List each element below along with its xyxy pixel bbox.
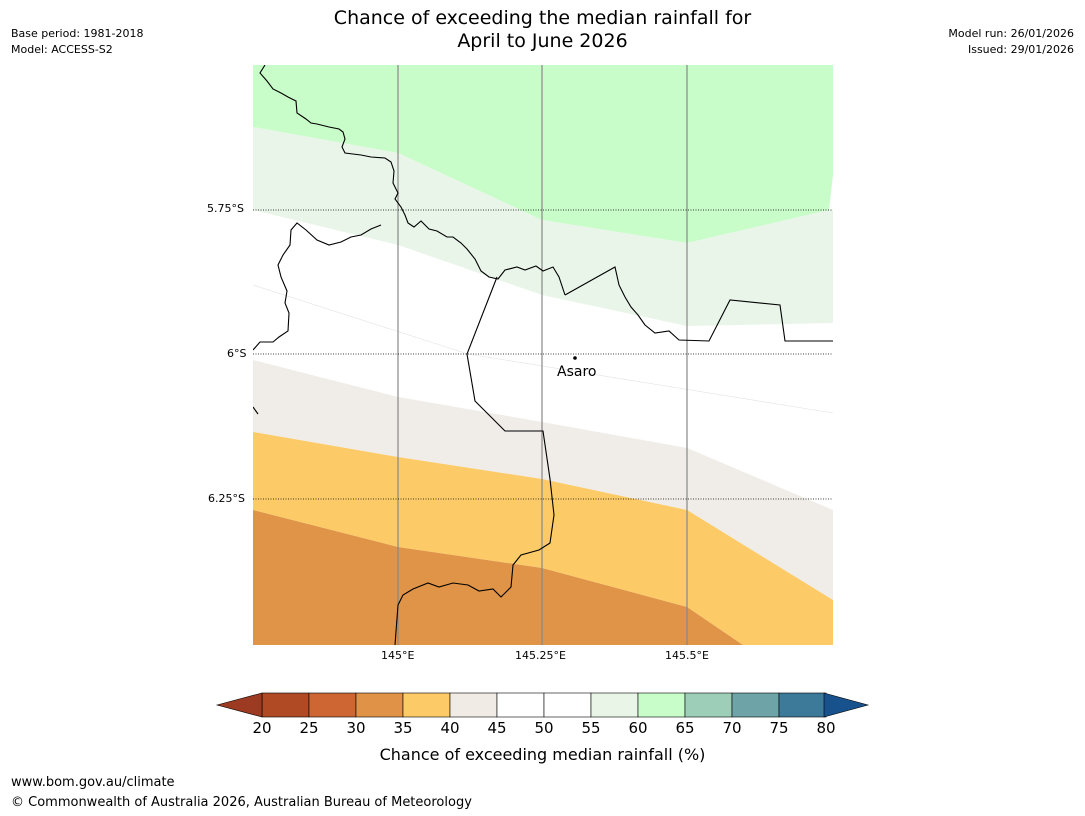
colorbar xyxy=(215,692,870,718)
colorbar-tick-35: 35 xyxy=(393,719,413,737)
colorbar-tick-40: 40 xyxy=(440,719,460,737)
colorbar-tick-70: 70 xyxy=(722,719,742,737)
colorbar-cell-30-35 xyxy=(355,692,404,718)
lat-label-6s: 6°S xyxy=(227,347,247,360)
chart-title: Chance of exceeding the median rainfall … xyxy=(0,7,1085,53)
boundary-upper-east xyxy=(564,266,833,342)
colorbar-tick-65: 65 xyxy=(675,719,695,737)
boundary-central xyxy=(394,276,555,645)
colorbar-cell-50-55 xyxy=(543,692,592,718)
colorbar-tick-75: 75 xyxy=(769,719,789,737)
title-line-1: Chance of exceeding the median rainfall … xyxy=(333,7,752,29)
latitude-gridlines xyxy=(253,209,833,500)
colorbar-right-triangle xyxy=(823,692,870,718)
lon-label-145-5e: 145.5°E xyxy=(665,649,709,662)
colorbar-cell-60-65 xyxy=(637,692,686,718)
boundary-north-west xyxy=(259,65,566,296)
boundary-west xyxy=(253,222,382,351)
colorbar-cell-25-30 xyxy=(308,692,357,718)
lon-label-145-25e: 145.25°E xyxy=(515,649,566,662)
place-label-asaro: Asaro xyxy=(557,364,597,380)
lat-label-6-25s: 6.25°S xyxy=(208,492,245,505)
meta-left: Base period: 1981-2018 Model: ACCESS-S2 xyxy=(11,26,143,58)
colorbar-cell-40-45 xyxy=(449,692,498,718)
colorbar-cell-45-50 xyxy=(496,692,545,718)
colorbar-cell-55-60 xyxy=(590,692,639,718)
footer-url: www.bom.gov.au/climate xyxy=(11,775,175,790)
colorbar-cell-35-40 xyxy=(402,692,451,718)
colorbar-cell-65-70 xyxy=(684,692,733,718)
colorbar-cells xyxy=(261,692,827,718)
colorbar-title: Chance of exceeding median rainfall (%) xyxy=(379,745,706,764)
band-30-35 xyxy=(253,510,743,645)
colorbar-cell-75-80 xyxy=(778,692,827,718)
colorbar-cell-70-75 xyxy=(731,692,780,718)
boundary-west-stub xyxy=(253,406,259,415)
issued-date: Issued: 29/01/2026 xyxy=(967,43,1074,56)
colorbar-left-triangle xyxy=(215,692,263,718)
footer-copyright: © Commonwealth of Australia 2026, Austra… xyxy=(11,795,472,810)
model-run: Model run: 26/01/2026 xyxy=(948,27,1074,40)
rainfall-map xyxy=(253,65,833,645)
lat-label-5-75s: 5.75°S xyxy=(207,202,244,215)
colorbar-tick-20: 20 xyxy=(252,719,272,737)
colorbar-tick-60: 60 xyxy=(628,719,648,737)
colorbar-tick-55: 55 xyxy=(581,719,601,737)
colorbar-tick-50: 50 xyxy=(534,719,554,737)
colorbar-cell-20-25 xyxy=(261,692,310,718)
base-period: Base period: 1981-2018 xyxy=(11,27,144,40)
colorbar-tick-30: 30 xyxy=(346,719,366,737)
lon-label-145e: 145°E xyxy=(381,649,415,662)
colorbar-tick-45: 45 xyxy=(487,719,507,737)
model-name: Model: ACCESS-S2 xyxy=(11,43,113,56)
province-boundaries xyxy=(253,65,833,645)
title-line-2: April to June 2026 xyxy=(457,30,628,52)
colorbar-tick-80: 80 xyxy=(816,719,836,737)
meta-right: Model run: 26/01/2026 Issued: 29/01/2026 xyxy=(948,26,1074,58)
colorbar-tick-25: 25 xyxy=(299,719,319,737)
colorbar-ticks: 20 25 30 35 40 45 50 55 60 65 70 75 80 xyxy=(0,719,1085,739)
asaro-marker xyxy=(573,356,577,360)
